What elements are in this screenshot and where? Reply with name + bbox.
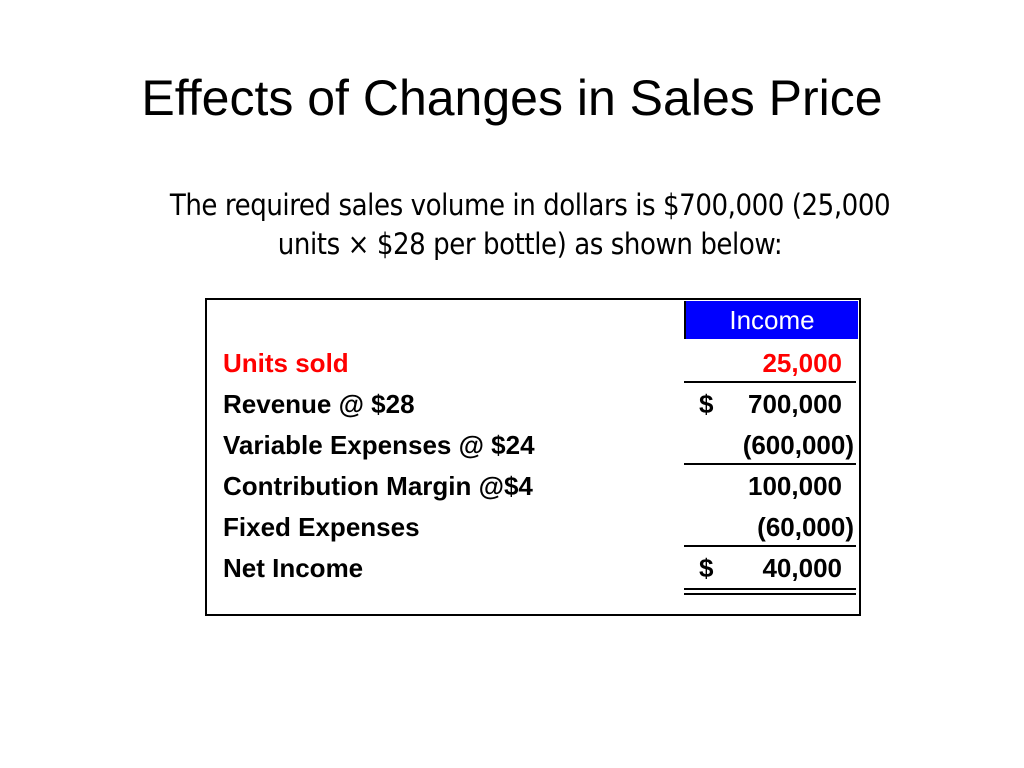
table-row-units-sold: Units sold 25,000	[207, 343, 859, 383]
double-underline-bottom	[684, 593, 856, 595]
table-row-variable-expenses: Variable Expenses @ $24 (600,000)	[207, 425, 859, 465]
currency-symbol: $	[699, 553, 714, 583]
currency-symbol: $	[699, 389, 714, 419]
row-value: 40,000	[762, 553, 842, 583]
row-label: Revenue @ $28	[223, 389, 415, 419]
slide-subtitle: The required sales volume in dollars is …	[134, 186, 926, 264]
underline-fixed	[684, 545, 856, 547]
slide-title: Effects of Changes in Sales Price	[141, 70, 883, 126]
row-value: 100,000	[748, 471, 842, 501]
double-underline-top	[684, 588, 856, 590]
row-label: Net Income	[223, 553, 364, 583]
underline-variable	[684, 463, 856, 465]
row-label: Fixed Expenses	[223, 512, 420, 542]
row-value: (600,000)	[742, 430, 854, 460]
table-row-revenue: Revenue @ $28 $ 700,000	[207, 384, 859, 424]
subtitle-line-1: The required sales volume in dollars is …	[169, 188, 891, 222]
row-value: 700,000	[748, 389, 842, 419]
row-value: 25,000	[762, 348, 842, 378]
table-row-contribution-margin: Contribution Margin @$4 100,000	[207, 466, 859, 506]
row-value: (60,000)	[757, 512, 854, 542]
underline-units	[684, 381, 856, 383]
row-label: Units sold	[223, 348, 349, 378]
table-row-fixed-expenses: Fixed Expenses (60,000)	[207, 507, 859, 547]
subtitle-line-2: units × $28 per bottle) as shown below:	[277, 227, 783, 261]
income-column-header: Income	[684, 301, 858, 339]
row-label: Variable Expenses @ $24	[223, 430, 535, 460]
table-row-net-income: Net Income $ 40,000	[207, 548, 859, 588]
income-table: Income Units sold 25,000 Revenue @ $28 $…	[205, 298, 861, 616]
row-label: Contribution Margin @$4	[223, 471, 533, 501]
